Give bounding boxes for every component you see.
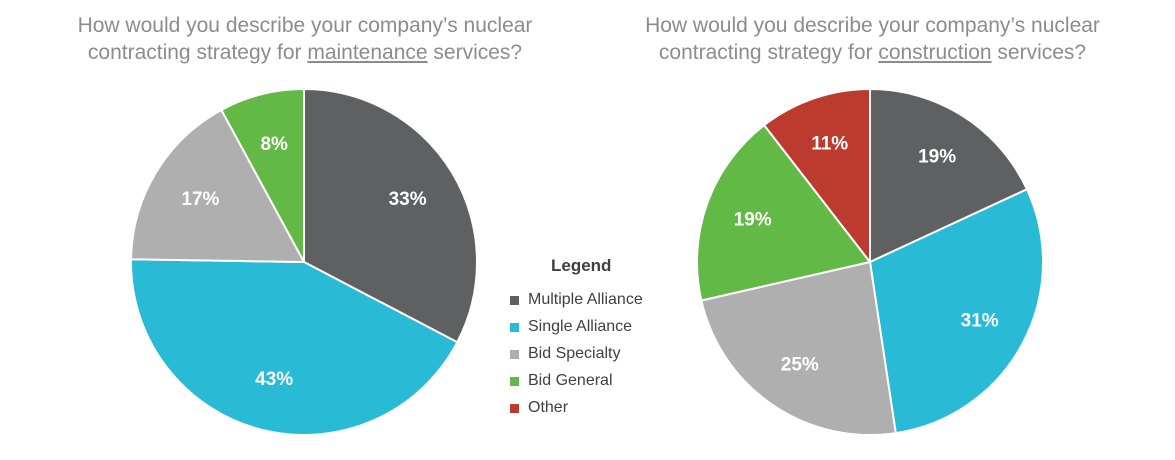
maintenance-label-bid-specialty: 17% <box>181 189 219 210</box>
legend-title: Legend <box>551 256 612 275</box>
construction-slice-single-alliance <box>869 188 1044 435</box>
maintenance-label-single-alliance: 43% <box>255 369 293 390</box>
maintenance-label-bid-general: 8% <box>260 134 288 155</box>
maintenance-title-line2: contracting strategy for maintenance ser… <box>20 39 590 66</box>
maintenance-chart-title: How would you describe your company’s nu… <box>20 12 590 66</box>
construction-title-line2-suffix: services? <box>991 41 1087 64</box>
construction-chart-title: How would you describe your company’s nu… <box>590 12 1155 66</box>
maintenance-slice-bid-specialty <box>130 108 305 263</box>
legend-item-single-alliance: Single Alliance <box>498 315 698 339</box>
construction-title-keyword: construction <box>878 41 992 64</box>
legend: Legend Multiple Alliance Single Alliance… <box>498 255 698 423</box>
legend-label-bid-general: Bid General <box>528 372 613 389</box>
legend-label-bid-specialty: Bid Specialty <box>528 345 621 362</box>
construction-label-single-alliance: 31% <box>961 311 999 332</box>
legend-swatch-other <box>510 403 519 413</box>
legend-swatch-single-alliance <box>510 322 519 332</box>
maintenance-slice-bid-general <box>220 88 305 263</box>
maintenance-title-line2-prefix: contracting strategy for <box>87 41 308 64</box>
legend-label-other: Other <box>528 399 569 416</box>
maintenance-label-multiple-alliance: 33% <box>389 189 427 210</box>
legend-item-other: Other <box>498 396 698 420</box>
legend-item-bid-specialty: Bid Specialty <box>498 342 698 366</box>
construction-slice-bid-general <box>696 124 871 302</box>
construction-label-bid-general: 19% <box>734 210 772 231</box>
construction-slice-multiple-alliance <box>869 88 1028 263</box>
construction-slice-other <box>763 88 871 263</box>
maintenance-title-line1: How would you describe your company’s nu… <box>77 14 533 37</box>
construction-title-line2: contracting strategy for construction se… <box>590 39 1155 66</box>
legend-swatch-bid-general <box>510 376 519 386</box>
legend-label-single-alliance: Single Alliance <box>528 318 633 335</box>
construction-label-other: 11% <box>811 134 848 155</box>
maintenance-title-keyword: maintenance <box>307 41 428 64</box>
construction-slice-bid-specialty <box>700 261 897 436</box>
legend-item-multiple-alliance: Multiple Alliance <box>498 288 698 312</box>
construction-title-line2-prefix: contracting strategy for <box>658 41 879 64</box>
maintenance-title-line2-suffix: services? <box>427 41 523 64</box>
legend-swatch-bid-specialty <box>510 349 519 359</box>
legend-label-multiple-alliance: Multiple Alliance <box>528 291 643 308</box>
legend-swatch-multiple-alliance <box>510 295 519 305</box>
maintenance-slice-single-alliance <box>130 258 459 436</box>
construction-title-line1: How would you describe your company’s nu… <box>645 14 1100 37</box>
construction-label-multiple-alliance: 19% <box>918 147 956 168</box>
construction-label-bid-specialty: 25% <box>781 354 819 375</box>
maintenance-slice-multiple-alliance <box>303 88 478 344</box>
legend-item-bid-general: Bid General <box>498 369 698 393</box>
